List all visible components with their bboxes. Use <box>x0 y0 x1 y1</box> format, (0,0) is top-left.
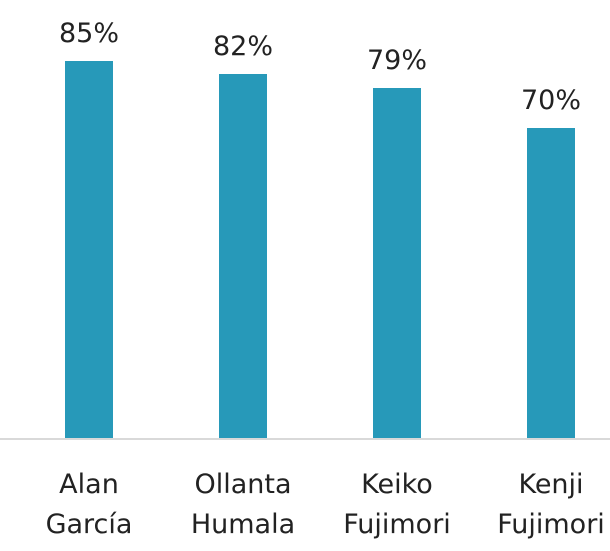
value-label: 79% <box>366 44 427 76</box>
value-label: 70% <box>520 84 581 116</box>
value-label: 82% <box>212 31 273 63</box>
bar <box>219 74 267 438</box>
value-label: 85% <box>58 18 119 50</box>
x-tick-label: Kenji Fujimori <box>497 469 605 540</box>
bar <box>373 87 421 438</box>
bar <box>65 61 113 438</box>
x-tick-label: Keiko Fujimori <box>343 469 451 540</box>
x-tick-label: Ollanta Humala <box>190 469 296 540</box>
bar <box>527 127 575 438</box>
x-tick-label: Alan García <box>45 469 133 540</box>
baseline <box>0 438 610 440</box>
